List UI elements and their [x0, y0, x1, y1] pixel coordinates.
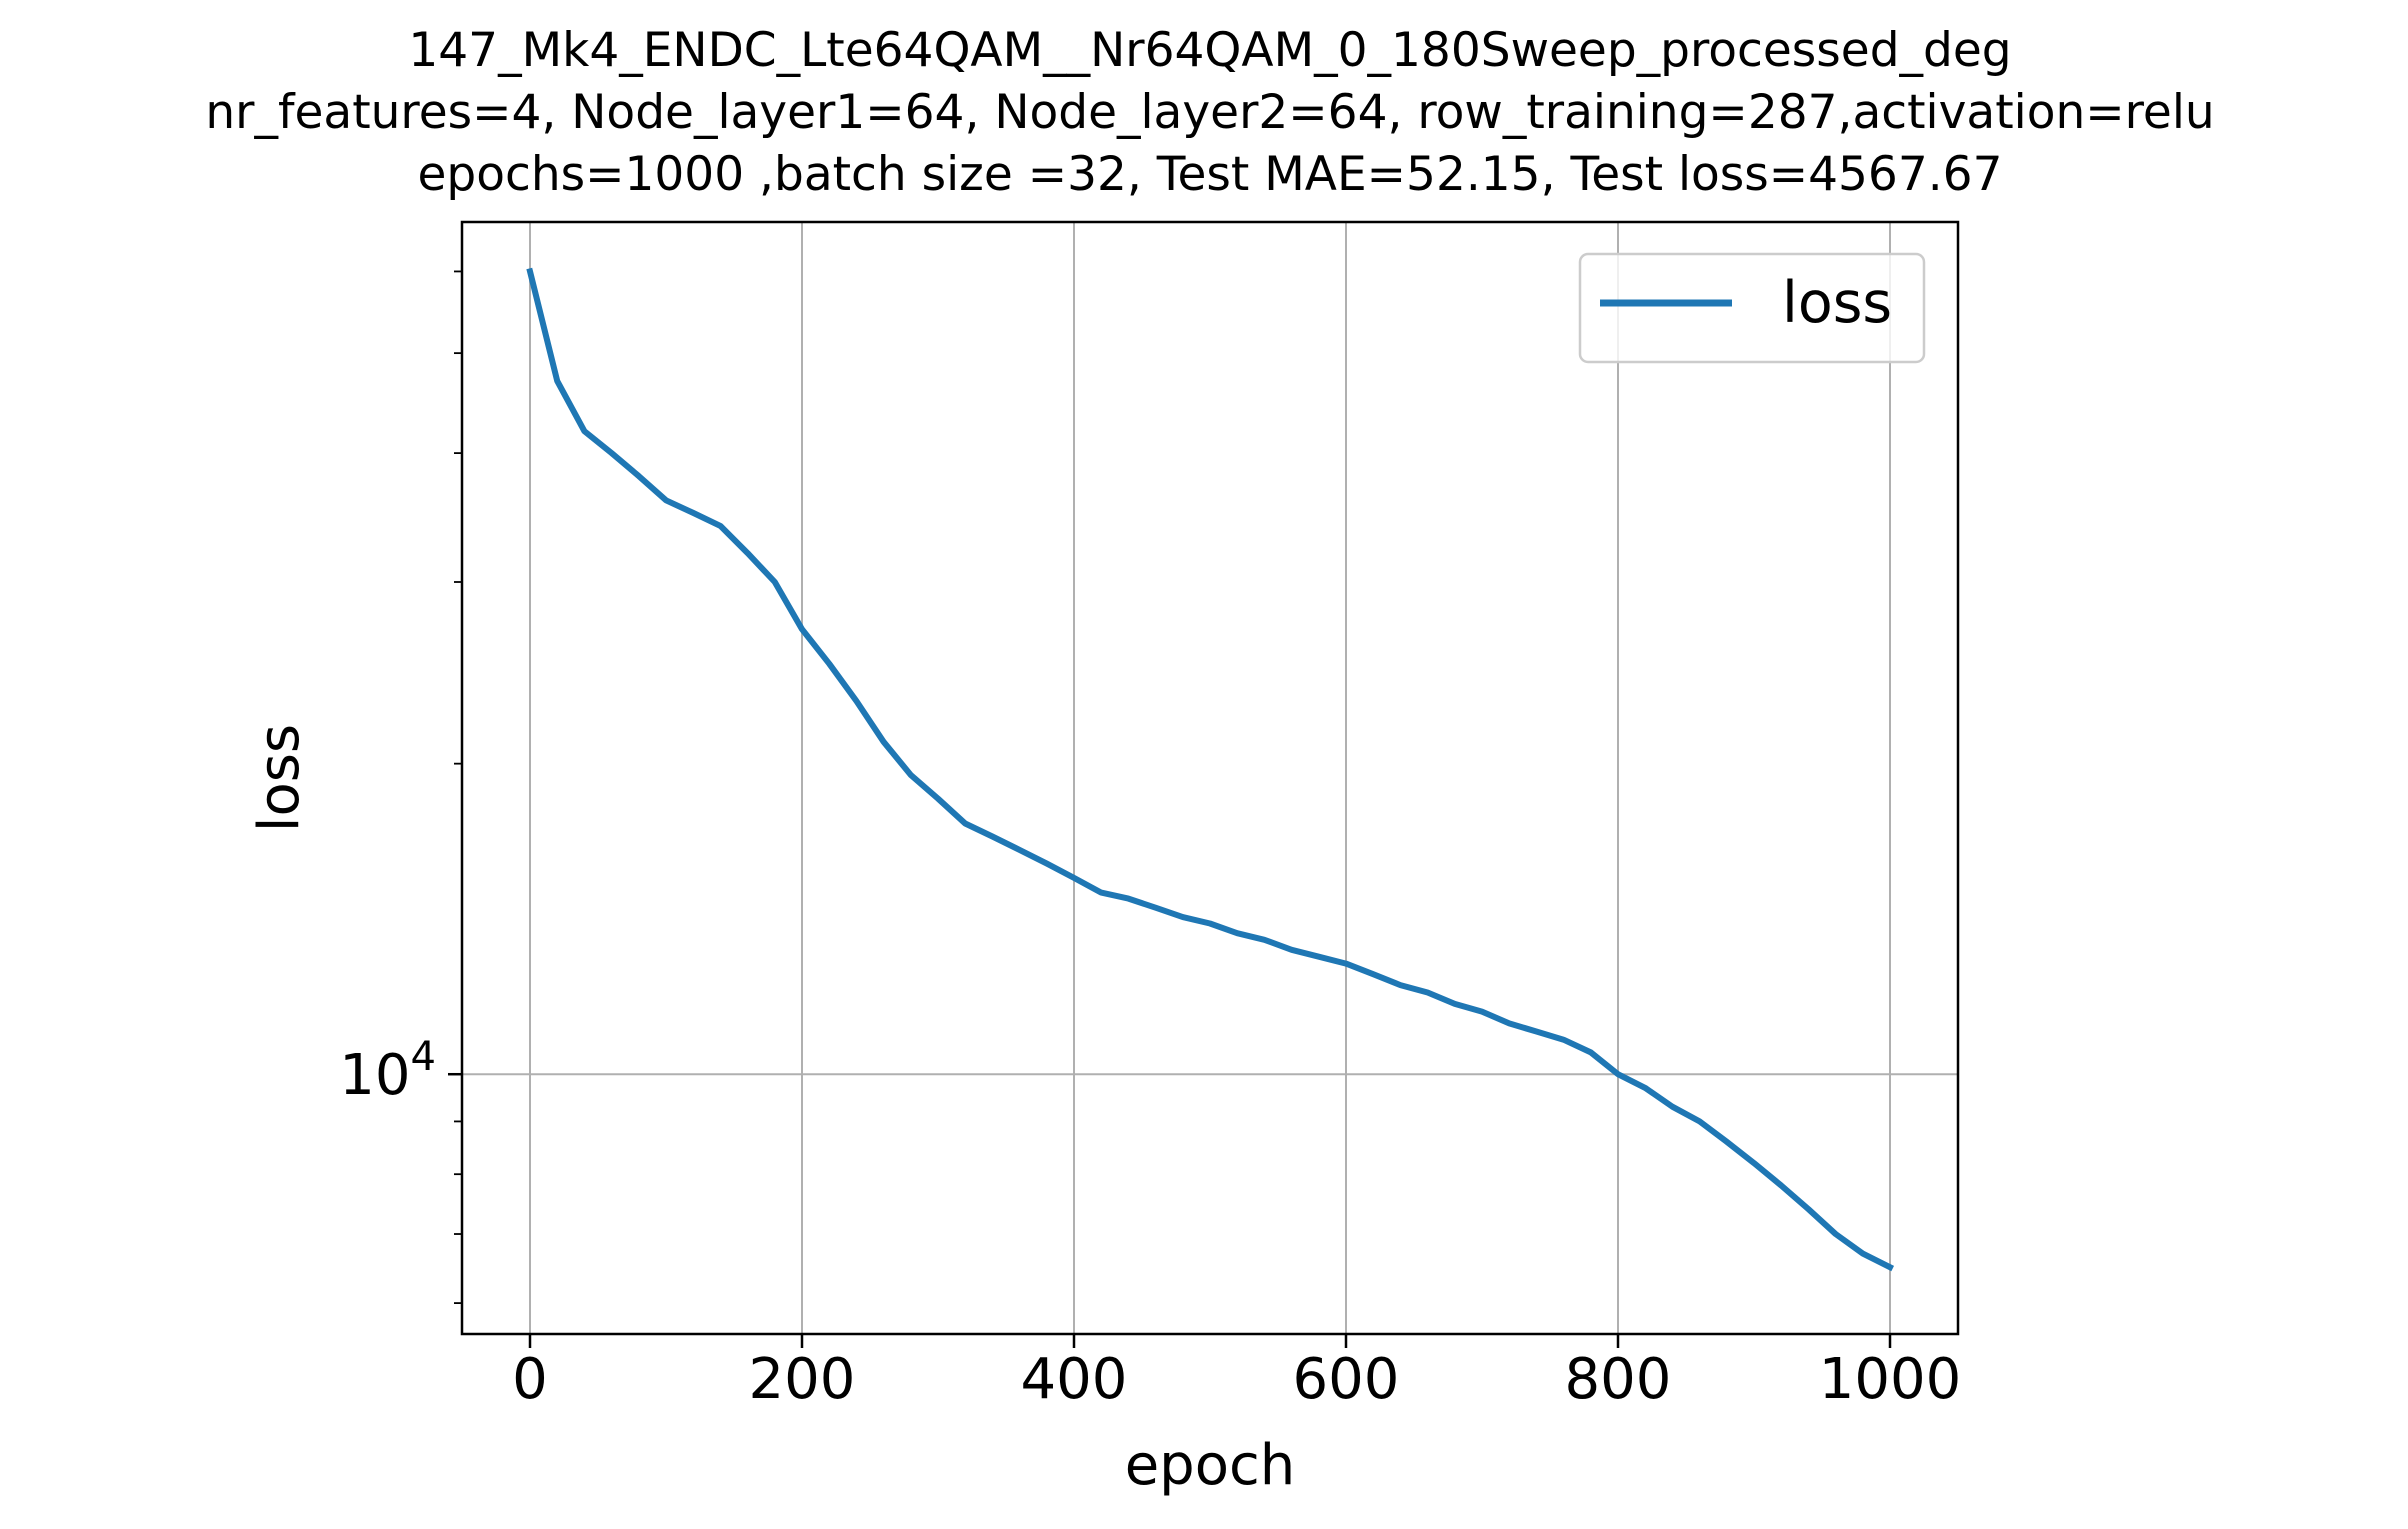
chart-title: 147_Mk4_ENDC_Lte64QAM__Nr64QAM_0_180Swee…: [205, 23, 2214, 202]
legend: loss: [1578, 252, 1926, 364]
axes: [460, 220, 1960, 1336]
x-tick-label: 1000: [1819, 1347, 1962, 1412]
x-tick-label: 400: [1021, 1347, 1128, 1412]
x-tick-label: 600: [1293, 1347, 1400, 1412]
loss-series-line: [526, 267, 1895, 1272]
ticks: 0 200 400 600 800 1000 104: [339, 270, 1962, 1412]
plot-data: [526, 267, 1895, 1272]
y-tick-label: 104: [339, 1034, 436, 1108]
legend-label: loss: [1782, 270, 1892, 336]
title-line-1: 147_Mk4_ENDC_Lte64QAM__Nr64QAM_0_180Swee…: [408, 23, 2011, 78]
plot-frame: [460, 220, 1960, 1336]
x-tick-label: 200: [749, 1347, 856, 1412]
x-tick-label: 800: [1565, 1347, 1672, 1412]
y-axis-label: loss: [247, 724, 312, 832]
x-axis-label: epoch: [1125, 1433, 1296, 1498]
title-line-2: nr_features=4, Node_layer1=64, Node_laye…: [205, 85, 2214, 140]
x-tick-label: 0: [512, 1347, 548, 1412]
grid: [462, 222, 1958, 1334]
legend-box: [1578, 252, 1926, 364]
title-line-3: epochs=1000 ,batch size =32, Test MAE=52…: [418, 147, 2003, 202]
